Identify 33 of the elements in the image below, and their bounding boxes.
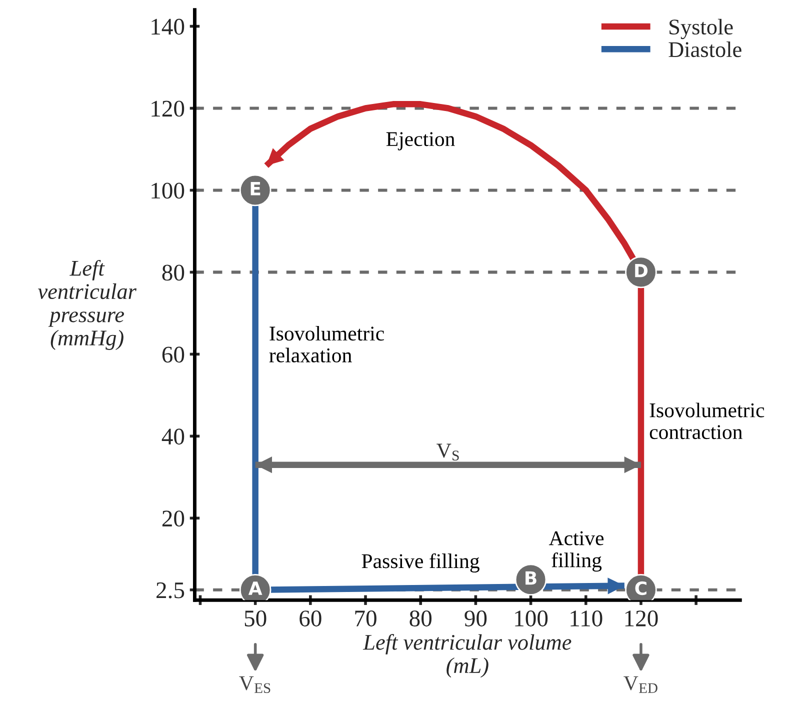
- data-label: E: [250, 182, 260, 196]
- x-tick-label: 90: [464, 610, 487, 626]
- y-tick-label: 60: [162, 346, 184, 363]
- legend-label: Diastole: [668, 41, 742, 58]
- annotation: Ejection: [386, 132, 455, 150]
- x-tick-label: 50: [244, 610, 266, 626]
- y-tick-label: 80: [162, 264, 184, 281]
- data-label: B: [526, 571, 536, 585]
- legend-label: Systole: [670, 18, 733, 40]
- annotation: V$_{ED}$: [624, 676, 658, 693]
- annotation: Active filling: [548, 531, 604, 572]
- x-axis-title: Left ventricular volume (mL): [362, 634, 572, 678]
- annotation: Isovolumetric contraction: [650, 402, 764, 440]
- data-label: A: [248, 582, 262, 595]
- y-tick-label: 40: [162, 428, 184, 445]
- x-tick-label: 100: [515, 610, 548, 626]
- y-tick-label: 20: [162, 510, 184, 527]
- x-tick-label: 80: [410, 610, 432, 626]
- y-tick-label: 140: [152, 18, 184, 35]
- annotation: V$_{S}$: [436, 444, 459, 460]
- data-label: C: [635, 581, 646, 596]
- x-tick-label: 70: [355, 610, 376, 626]
- annotation: Passive filling: [362, 553, 480, 572]
- annotation: Isovolumetric relaxation: [269, 326, 384, 362]
- x-tick-label: 110: [570, 610, 602, 626]
- y-axis-title: Left ventricular pressure (mmHg): [38, 260, 137, 350]
- annotation: V$_{ES}$: [239, 676, 270, 694]
- data-label: D: [635, 264, 648, 278]
- y-tick-label: 120: [152, 100, 184, 117]
- x-tick-label: 120: [625, 610, 658, 626]
- y-tick-label: 2.5: [156, 582, 184, 598]
- y-tick-label: 100: [152, 182, 184, 199]
- x-tick-label: 60: [300, 610, 322, 626]
